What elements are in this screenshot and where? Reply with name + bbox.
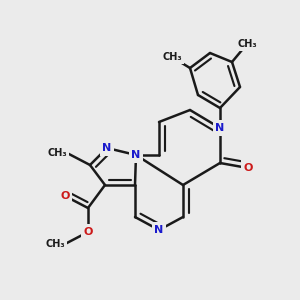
Text: CH₃: CH₃	[47, 148, 67, 158]
Text: N: N	[102, 143, 112, 153]
Text: CH₃: CH₃	[45, 239, 65, 249]
Text: N: N	[131, 150, 141, 160]
Text: N: N	[215, 123, 225, 133]
Text: N: N	[154, 225, 164, 235]
Text: O: O	[243, 163, 253, 173]
Text: CH₃: CH₃	[162, 52, 182, 62]
Text: O: O	[83, 227, 93, 237]
Text: O: O	[60, 191, 70, 201]
Text: CH₃: CH₃	[237, 39, 257, 49]
